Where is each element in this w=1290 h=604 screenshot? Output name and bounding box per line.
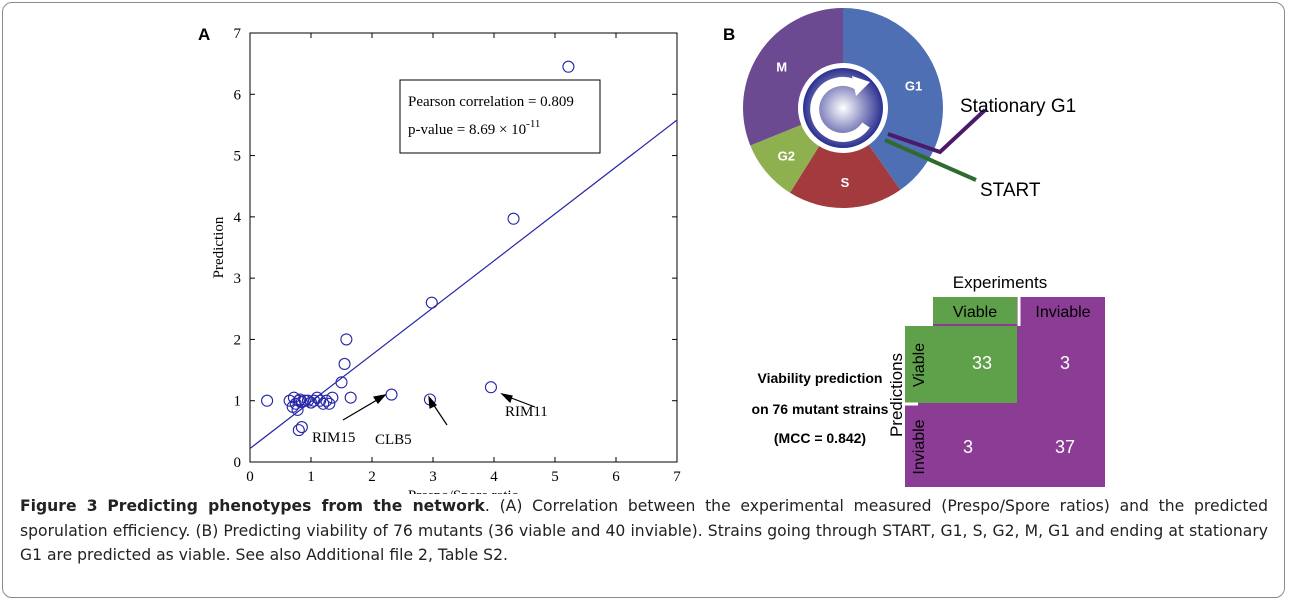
phase-label: G1 bbox=[905, 79, 922, 94]
phase-label: S bbox=[841, 175, 850, 190]
point bbox=[338, 357, 351, 370]
row-label: Inviable bbox=[911, 419, 928, 474]
note: (MCC = 0.842) bbox=[774, 430, 866, 446]
start-line bbox=[884, 138, 977, 182]
point bbox=[326, 391, 339, 404]
point bbox=[304, 396, 318, 409]
point bbox=[320, 394, 333, 407]
cycle-arrowhead bbox=[852, 76, 870, 96]
column-label: Inviable bbox=[1035, 304, 1090, 321]
point bbox=[317, 397, 330, 410]
point bbox=[298, 394, 311, 407]
cell-value: 37 bbox=[1055, 437, 1075, 457]
y-tick-label: 6 bbox=[234, 87, 242, 103]
caption-text: . (A) Correlation between the experiment… bbox=[20, 497, 1268, 564]
x-tick-label: 5 bbox=[551, 469, 559, 485]
point bbox=[307, 394, 321, 407]
cell-cycle-wheel: G1 S G2 M bbox=[743, 8, 943, 208]
point bbox=[311, 391, 324, 404]
pvalue-text: p-value = 8.69 × 10-11 bbox=[408, 118, 540, 138]
y-tick-label: 5 bbox=[234, 149, 242, 165]
x-tick-label: 3 bbox=[429, 469, 437, 485]
point bbox=[323, 397, 336, 410]
caption: Figure 3 Predicting phenotypes from the … bbox=[20, 494, 1268, 568]
arrows bbox=[342, 393, 536, 426]
phase-label: G2 bbox=[778, 149, 795, 164]
figure: A 0 1 2 3 4 5 6 7 0 1 2 3 4 5 6 7 Prespo/Spore ratio Pred… bbox=[198, 8, 1105, 494]
y-tick-label: 7 bbox=[234, 26, 242, 42]
point bbox=[301, 394, 315, 407]
wheel-segment bbox=[790, 144, 901, 208]
x-tick-label: 6 bbox=[612, 469, 620, 485]
stats-box bbox=[399, 79, 601, 154]
x-tick-label: 0 bbox=[246, 469, 254, 485]
point bbox=[344, 391, 357, 404]
phase-label: M bbox=[776, 60, 787, 75]
point bbox=[484, 381, 498, 394]
scatter-plot: 0 1 2 3 4 5 6 7 0 1 2 3 4 5 6 7 Prespo/Spore ratio Predic… bbox=[211, 26, 681, 494]
annotation: CLB5 bbox=[375, 432, 412, 448]
correlation-text: Pearson correlation = 0.809 bbox=[408, 94, 574, 110]
point bbox=[562, 60, 575, 73]
cell-value: 33 bbox=[972, 353, 992, 373]
point bbox=[340, 333, 353, 346]
y-tick-label: 2 bbox=[234, 332, 242, 348]
x-tick-label: 2 bbox=[368, 469, 376, 485]
column-label: Viable bbox=[953, 304, 997, 321]
point bbox=[293, 393, 307, 406]
matrix-title: Experiments bbox=[953, 273, 1047, 292]
x-tick-label: 7 bbox=[673, 469, 681, 485]
point bbox=[385, 388, 398, 401]
note: Viability prediction bbox=[758, 370, 883, 386]
matrix-cell bbox=[905, 326, 1017, 403]
point bbox=[314, 394, 327, 407]
annotation: RIM15 bbox=[312, 430, 355, 446]
cell-value: 3 bbox=[1060, 353, 1070, 373]
point bbox=[261, 394, 274, 407]
x-axis-label: Prespo/Spore ratio bbox=[408, 488, 519, 494]
cycle-arrow bbox=[810, 76, 870, 142]
checkpoint-label: Stationary G1 bbox=[960, 96, 1076, 117]
y-tick-label: 3 bbox=[234, 271, 242, 287]
panel-letter: B bbox=[723, 25, 735, 44]
stationary-line bbox=[887, 108, 987, 155]
side-label: Predictions bbox=[887, 353, 906, 437]
x-tick-label: 1 bbox=[307, 469, 315, 485]
pvalue-exponent: -11 bbox=[526, 118, 540, 130]
point bbox=[335, 376, 348, 389]
cell-value: 3 bbox=[963, 437, 973, 457]
point bbox=[289, 397, 302, 410]
x-tick-label: 4 bbox=[490, 469, 498, 485]
pvalue: p-value = 8.69 × 10 bbox=[408, 122, 526, 138]
caption-title: Predicting phenotypes from the network bbox=[107, 497, 485, 515]
column-header bbox=[933, 297, 1017, 324]
y-tick-label: 1 bbox=[234, 394, 242, 410]
plot-frame bbox=[249, 32, 678, 463]
caption-label: Figure 3 bbox=[20, 497, 98, 515]
wheel-segment bbox=[743, 8, 843, 146]
panel-letter: A bbox=[198, 25, 210, 44]
row-label: Viable bbox=[911, 343, 928, 387]
wheel-segment bbox=[750, 124, 820, 193]
fit-line bbox=[249, 119, 678, 449]
annotation: RIM11 bbox=[505, 404, 548, 420]
checkpoint-label: START bbox=[980, 180, 1041, 201]
point bbox=[507, 212, 520, 225]
y-tick-label: 4 bbox=[234, 210, 242, 226]
corner bbox=[905, 297, 933, 326]
y-tick-label: 0 bbox=[234, 455, 242, 471]
note: on 76 mutant strains bbox=[752, 401, 889, 417]
y-axis-label: Prediction bbox=[211, 216, 227, 278]
point bbox=[295, 421, 308, 434]
point bbox=[425, 296, 438, 309]
point bbox=[292, 424, 305, 437]
